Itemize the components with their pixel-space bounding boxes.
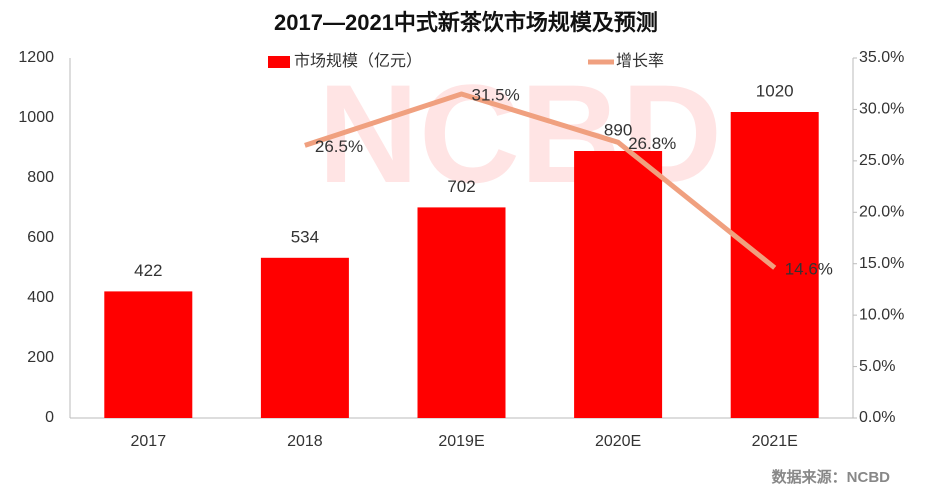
y-tick-label: 600 bbox=[27, 229, 54, 246]
y2-tick-label: 5.0% bbox=[859, 358, 895, 375]
y-tick-label: 200 bbox=[27, 349, 54, 366]
legend-label: 增长率 bbox=[616, 52, 664, 70]
line-value-label: 26.5% bbox=[315, 137, 363, 156]
source: 数据来源：NCBD bbox=[772, 468, 890, 486]
y-tick-label: 800 bbox=[27, 169, 54, 186]
y2-tick-label: 25.0% bbox=[859, 152, 904, 169]
chart-title: 2017—2021中式新茶饮市场规模及预测 bbox=[274, 10, 658, 35]
y-tick-label: 1000 bbox=[18, 109, 54, 126]
x-tick-label: 2021E bbox=[752, 433, 798, 450]
bar bbox=[574, 151, 663, 418]
y2-tick-label: 0.0% bbox=[859, 409, 895, 426]
x-tick-label: 2020E bbox=[595, 433, 641, 450]
y2-tick-label: 30.0% bbox=[859, 101, 904, 118]
bar-value-label: 422 bbox=[134, 261, 162, 280]
line-value-label: 31.5% bbox=[472, 85, 520, 104]
line bbox=[304, 91, 777, 270]
bar-value-label: 534 bbox=[291, 227, 319, 246]
y2-tick-label: 35.0% bbox=[859, 49, 904, 66]
x-tick-label: 2017 bbox=[131, 433, 167, 450]
x-tick-label: 2018 bbox=[287, 433, 323, 450]
y-tick-label: 0 bbox=[45, 409, 54, 426]
y2-tick-label: 20.0% bbox=[859, 204, 904, 221]
x-tick-label: 2019E bbox=[438, 433, 484, 450]
legend-label: 市场规模（亿元） bbox=[294, 52, 422, 70]
bar-value-label: 890 bbox=[604, 120, 632, 139]
bar-value-label: 702 bbox=[447, 177, 475, 196]
y-tick-label: 400 bbox=[27, 289, 54, 306]
line-value-label: 14.6% bbox=[785, 259, 833, 278]
bar bbox=[260, 257, 349, 418]
bar bbox=[417, 207, 506, 418]
line-value-label: 26.8% bbox=[628, 134, 676, 153]
bar bbox=[104, 291, 193, 418]
y-tick-label: 1200 bbox=[18, 49, 54, 66]
y2-tick-label: 10.0% bbox=[859, 306, 904, 323]
legend-swatch bbox=[268, 56, 290, 68]
y2-tick-label: 15.0% bbox=[859, 255, 904, 272]
bar-value-label: 1020 bbox=[756, 81, 794, 100]
